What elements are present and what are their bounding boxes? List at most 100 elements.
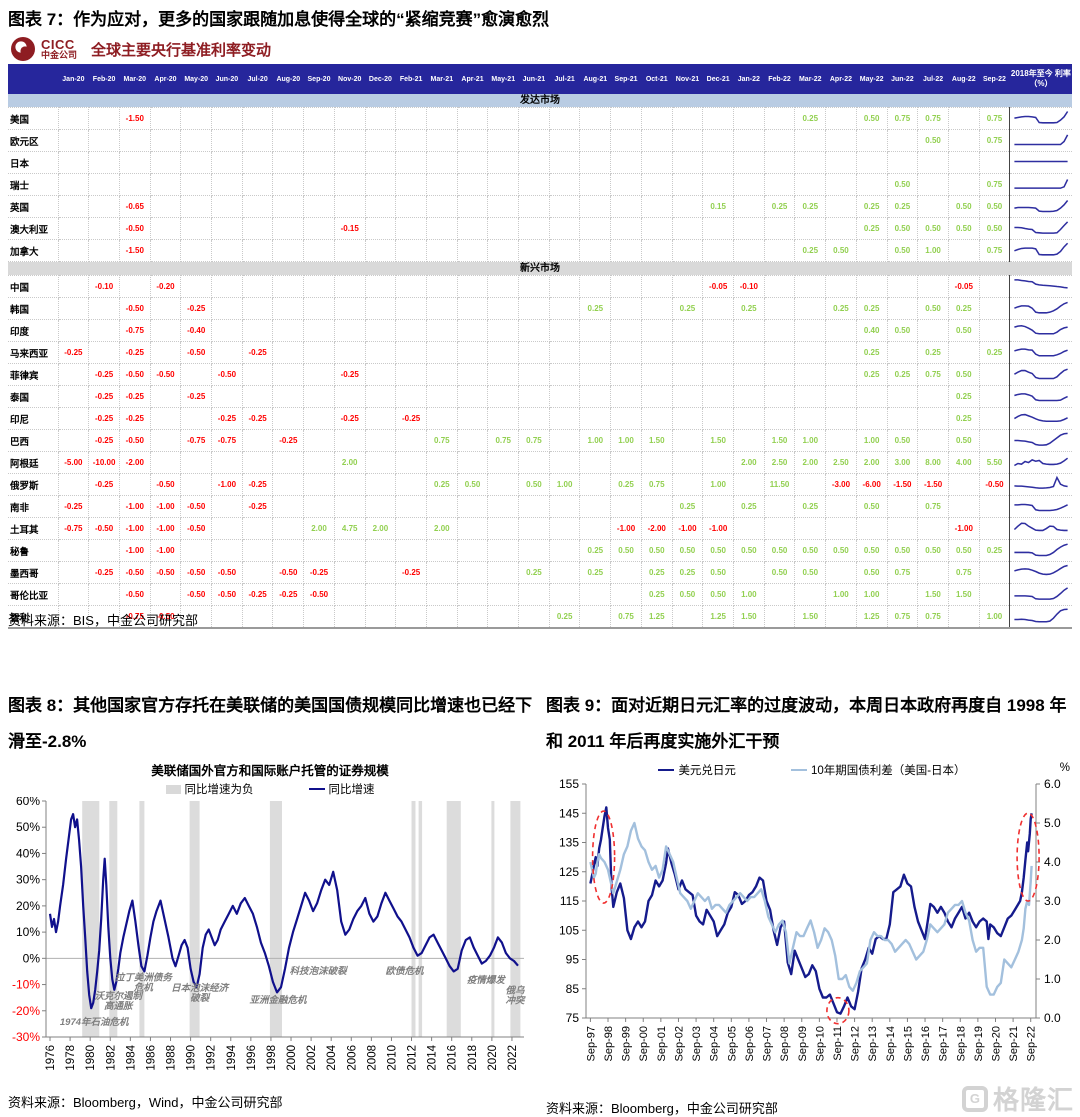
rate-cell <box>180 129 213 152</box>
rate-cell: -0.50 <box>149 561 182 584</box>
rate-cell: 0.75 <box>917 605 949 629</box>
month-header: May-20 <box>180 64 212 94</box>
rate-cell <box>763 385 796 408</box>
rate-cell <box>364 451 397 474</box>
svg-text:Sep-03: Sep-03 <box>691 1026 703 1061</box>
rate-cell <box>425 561 458 584</box>
rate-cell <box>180 239 213 262</box>
sparkline-cell <box>1009 217 1072 240</box>
rate-cell <box>211 239 243 262</box>
table-row: 欧元区 0.50 0.75 <box>8 129 1072 152</box>
rate-cell <box>548 451 581 474</box>
rate-cell <box>272 407 305 430</box>
rate-cell: 0.50 <box>886 173 919 196</box>
month-header: Mar-21 <box>426 64 458 94</box>
svg-text:Sep-10: Sep-10 <box>814 1026 826 1061</box>
rate-cell <box>333 297 366 320</box>
rate-cell <box>518 129 550 152</box>
sparkline-cell <box>1009 107 1072 130</box>
country-label: 美国 <box>8 107 59 130</box>
rate-cell <box>364 363 397 386</box>
rate-cell <box>487 319 520 342</box>
rate-cell: 0.50 <box>671 583 704 606</box>
rate-cell <box>180 107 213 130</box>
rate-cell: 0.25 <box>671 561 704 584</box>
rate-cell <box>211 107 243 130</box>
rate-cell: 0.25 <box>855 217 888 240</box>
rate-cell <box>395 319 427 342</box>
rate-cell <box>794 151 827 174</box>
rate-cell <box>456 495 489 518</box>
rate-cell <box>180 407 213 430</box>
rate-cell <box>395 297 427 320</box>
rate-cell: 0.50 <box>610 539 642 562</box>
rate-cell <box>610 495 642 518</box>
rate-cell: 1.00 <box>733 583 765 606</box>
rate-cell: 0.50 <box>917 539 949 562</box>
rate-cell <box>794 129 827 152</box>
month-header: Jun-21 <box>518 64 550 94</box>
rate-cell: -0.25 <box>303 561 335 584</box>
rate-cell <box>425 407 458 430</box>
rate-cell <box>333 195 366 218</box>
rate-cell <box>425 129 458 152</box>
svg-text:Sep-01: Sep-01 <box>656 1026 668 1061</box>
rate-cell <box>702 407 734 430</box>
rate-cell: -1.00 <box>211 473 243 496</box>
rate-cell <box>855 151 888 174</box>
rate-cell <box>733 517 765 540</box>
rate-cell: 2.50 <box>825 451 857 474</box>
country-label: 泰国 <box>8 385 59 408</box>
rate-cell: -0.40 <box>180 319 213 342</box>
rate-sparkline <box>1014 608 1068 623</box>
figure9-legend: 美元兑日元 10年期国债利差（美国-日本） % <box>548 762 1076 778</box>
rate-cell: -3.00 <box>825 473 857 496</box>
rate-cell <box>794 517 827 540</box>
rate-cell <box>364 561 397 584</box>
rate-cell: -0.50 <box>118 429 151 452</box>
rate-cell <box>333 561 366 584</box>
rate-cell <box>57 195 90 218</box>
svg-text:Sep-22: Sep-22 <box>1026 1026 1038 1061</box>
rate-cell <box>395 107 427 130</box>
rate-cell <box>886 385 919 408</box>
rate-cell: -0.50 <box>118 363 151 386</box>
rate-cell: -0.15 <box>333 217 366 240</box>
rate-cell <box>487 129 520 152</box>
rate-cell: 0.25 <box>855 363 888 386</box>
rate-cell <box>825 319 857 342</box>
rate-cell <box>364 495 397 518</box>
section-band: 发达市场 <box>8 94 1072 108</box>
rate-cell <box>763 151 796 174</box>
rate-cell: 0.25 <box>579 297 612 320</box>
rate-cell <box>640 319 673 342</box>
rate-cell <box>548 195 581 218</box>
rate-cell: -2.00 <box>118 451 151 474</box>
svg-text:Sep-12: Sep-12 <box>850 1026 862 1061</box>
rate-cell <box>395 539 427 562</box>
rate-cell: 0.50 <box>794 561 827 584</box>
rate-cell <box>88 195 120 218</box>
rate-cell <box>456 297 489 320</box>
rate-cell <box>610 341 642 364</box>
rate-cell <box>88 297 120 320</box>
rate-cell: 1.25 <box>702 605 734 629</box>
rate-cell: 1.00 <box>610 429 642 452</box>
rate-sparkline <box>1014 587 1069 600</box>
svg-text:1982: 1982 <box>105 1045 117 1071</box>
rate-cell <box>610 319 642 342</box>
svg-text:Sep-07: Sep-07 <box>762 1026 774 1061</box>
rate-cell <box>947 473 980 496</box>
rate-cell <box>763 319 796 342</box>
rate-cell <box>640 385 673 408</box>
country-label: 英国 <box>8 195 59 218</box>
rate-cell <box>548 275 581 298</box>
rate-cell <box>640 107 673 130</box>
rate-cell <box>610 275 642 298</box>
rate-cell: 0.50 <box>855 107 888 130</box>
rate-cell <box>794 297 827 320</box>
rate-cell: 0.50 <box>794 539 827 562</box>
rate-cell <box>149 195 182 218</box>
rate-cell <box>180 539 213 562</box>
svg-text:1994: 1994 <box>226 1044 238 1070</box>
